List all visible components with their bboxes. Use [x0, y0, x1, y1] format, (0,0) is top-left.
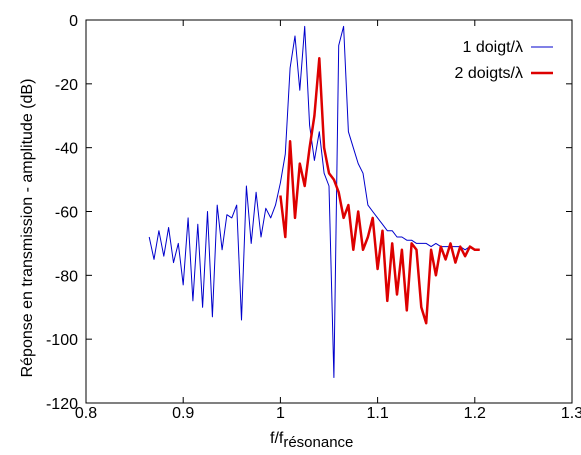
x-tick-label: 1.2	[464, 405, 486, 422]
y-tick-label: -100	[46, 332, 78, 349]
ticks-layer: 0.8 0.9 1 1.1 1.2 1.3 0 -20 -40 -60 -80 -100 -120	[46, 13, 581, 422]
series-line-2	[279, 57, 480, 325]
y-tick-label: -120	[46, 396, 78, 413]
x-tick-label: 0.9	[172, 405, 194, 422]
y-axis-title: Réponse en transmission - amplitude (dB)	[19, 79, 36, 378]
y-tick-label: -60	[55, 205, 78, 222]
x-axis-title: f/frésonance	[270, 430, 353, 450]
x-tick-label: 1	[276, 405, 285, 422]
y-tick-label: -20	[55, 77, 78, 94]
x-tick-label: 1.1	[366, 405, 388, 422]
y-tick-label: -40	[55, 141, 78, 158]
x-axis-title-main: f/f	[270, 430, 284, 447]
x-axis-title-sub: résonance	[283, 434, 353, 450]
y-tick-label: 0	[69, 13, 78, 30]
x-tick-label: 1.3	[561, 405, 581, 422]
legend-label-2: 2 doigts/λ	[455, 65, 523, 82]
series-line-1	[148, 25, 480, 378]
series-layer	[148, 25, 480, 378]
x-tick-label: 0.8	[75, 405, 97, 422]
y-tick-label: -80	[55, 268, 78, 285]
legend-label-1: 1 doigt/λ	[463, 39, 523, 56]
legend: 1 doigt/λ 2 doigts/λ	[455, 39, 553, 82]
